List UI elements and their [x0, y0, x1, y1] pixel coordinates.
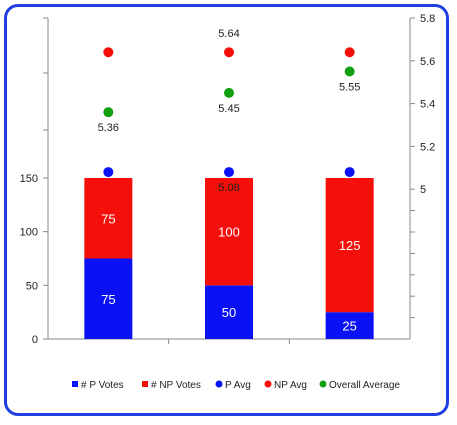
left-tick-label: 150: [20, 173, 38, 185]
np-avg-point: [103, 47, 114, 58]
legend-swatch: [264, 380, 272, 388]
np-avg-point-label: 5.64: [218, 28, 239, 40]
p-votes-bar: [325, 312, 374, 339]
p-votes-bar-label: 75: [101, 292, 115, 307]
overall-average-point-label: 5.36: [98, 122, 119, 134]
np-votes-bar-label: 100: [218, 225, 240, 240]
np-votes-bar: [84, 178, 133, 259]
p-votes-bar: [84, 258, 133, 339]
p-votes-bar-label: 25: [342, 319, 356, 334]
p-avg-point-label: 5.08: [218, 182, 239, 194]
np-votes-bar: [325, 178, 374, 313]
np-votes-bar-label: 75: [101, 211, 115, 226]
left-tick-label: 100: [20, 227, 38, 239]
p-avg-point: [224, 167, 234, 178]
overall-average-point-label: 5.45: [218, 103, 239, 115]
left-tick-label: 50: [26, 280, 38, 292]
legend-swatch: [319, 380, 327, 388]
left-tick-label: 0: [32, 334, 38, 346]
legend-label: P Avg: [225, 380, 251, 391]
overall-average-point: [103, 107, 114, 118]
legend-label: Overall Average: [329, 380, 400, 391]
p-votes-bar: [205, 285, 253, 339]
legend-label: # NP Votes: [151, 380, 201, 391]
np-avg-point: [224, 47, 234, 58]
legend-swatch: [72, 381, 78, 387]
legend-label: # P Votes: [81, 380, 124, 391]
overall-average-point-label: 5.55: [339, 82, 360, 94]
overall-average-point: [344, 66, 355, 77]
p-avg-point: [344, 167, 355, 178]
np-avg-point: [344, 47, 355, 58]
right-tick-label: 5.6: [420, 56, 435, 68]
right-tick-label: 5.2: [420, 141, 435, 153]
p-votes-bar-label: 50: [222, 305, 236, 320]
legend-label: NP Avg: [274, 380, 307, 391]
np-votes-bar-label: 125: [339, 238, 361, 253]
right-tick-label: 5.8: [420, 13, 435, 25]
p-avg-point: [103, 167, 114, 178]
legend-swatch: [142, 381, 148, 387]
np-votes-bar: [205, 178, 253, 286]
right-tick-label: 5: [420, 184, 426, 196]
legend-swatch: [215, 380, 223, 388]
right-tick-label: 5.4: [420, 99, 435, 111]
overall-average-point: [224, 87, 234, 98]
